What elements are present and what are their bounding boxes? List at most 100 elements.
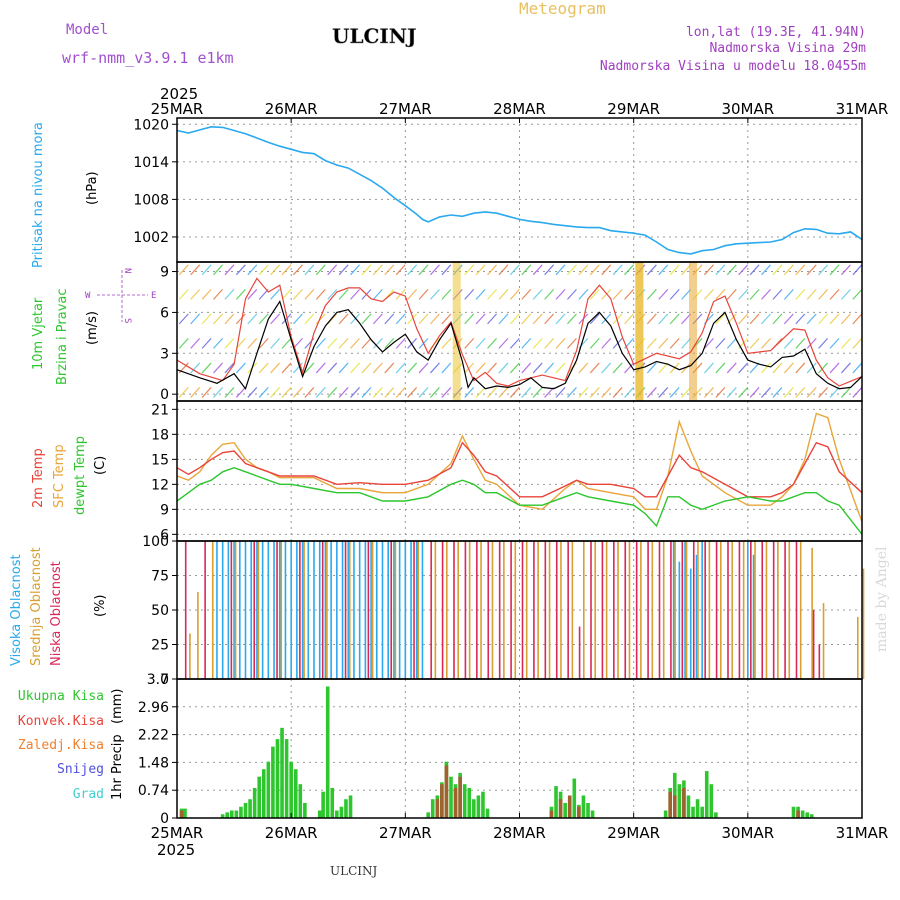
wind-barb (235, 288, 246, 300)
meteogram-title: Meteogram (519, 0, 606, 18)
y-tick-label: 25 (151, 638, 169, 654)
wind-barb (738, 362, 749, 374)
y-tick-label: 100 (142, 534, 169, 550)
pressure-line (176, 125, 863, 255)
date-label-top: 28MAR (493, 100, 546, 118)
wind-barb (201, 313, 212, 325)
wind-barb (658, 313, 669, 325)
precip-bar (476, 795, 481, 818)
wind-barb (761, 362, 771, 374)
wind-barb (783, 338, 794, 349)
wind-barb (430, 313, 440, 325)
wind-barb (567, 313, 577, 325)
wind-barb (532, 264, 543, 276)
wind-barb (601, 313, 612, 325)
precip-bar (558, 799, 563, 818)
wind-barb (715, 288, 726, 300)
altitude-label: Nadmorska Visina 29m (709, 41, 866, 56)
wind-barb (270, 264, 281, 276)
wind-barb (395, 387, 406, 398)
wind-barb (795, 313, 806, 325)
wind-barb (715, 387, 726, 398)
wind-barb (772, 313, 783, 325)
wind-barb (544, 264, 555, 276)
cloud-unit: (%) (93, 595, 108, 618)
panel-frame-3 (176, 400, 863, 542)
model-altitude-label: Nadmorska Visina u modelu 18.0455m (600, 59, 866, 74)
precip-bar (458, 776, 462, 818)
precip-bar (257, 776, 261, 818)
footer-station: ULCINJ (330, 864, 378, 878)
wind-barb (487, 387, 497, 398)
precip-bar (298, 784, 303, 818)
y-tick-label: 1008 (133, 192, 169, 208)
y-tick-label: 0 (160, 811, 169, 827)
precip-bar (467, 787, 472, 818)
wind-barb (327, 264, 338, 276)
wind-barb (806, 387, 817, 398)
y-tick-label: 50 (151, 603, 169, 619)
precip-bar (800, 810, 805, 818)
precip-bar (581, 795, 586, 818)
wind-barb (384, 362, 395, 374)
precip-bar (230, 810, 234, 818)
wind-barb (578, 288, 589, 300)
wind-barb (361, 313, 372, 325)
y-tick-label: 3 (160, 346, 169, 362)
wind-barb (818, 313, 829, 325)
date-label-bottom: 31MAR (836, 824, 889, 842)
wind-barb (601, 387, 612, 398)
precip-bar (704, 771, 709, 818)
wind-barb (338, 338, 349, 349)
wind-barb (567, 288, 577, 300)
wind-barb (704, 387, 714, 398)
precip-bar (563, 802, 567, 818)
wind-barb (475, 338, 486, 349)
wind-barb (178, 313, 189, 325)
wind-barb (509, 288, 520, 300)
wind-barb (612, 264, 623, 276)
wind-barb (738, 313, 749, 325)
date-label-bottom: 25MAR (151, 824, 204, 842)
wind-barb (498, 387, 509, 398)
precip-unit: (mm) (110, 689, 125, 724)
precip-bar (284, 739, 289, 818)
compass-s: S (122, 318, 132, 323)
wind-barb (669, 264, 680, 276)
wind-spike (635, 262, 644, 401)
year-bottom: 2025 (157, 841, 195, 859)
wind-barb (475, 264, 486, 276)
wind-barb (281, 362, 292, 374)
date-label-top: 26MAR (265, 100, 318, 118)
wind-barb (749, 264, 760, 276)
wind-barb (829, 338, 840, 349)
wind-barb (726, 362, 737, 374)
wind-barb (293, 288, 303, 300)
wind-barb (270, 338, 281, 349)
wind-barb (589, 313, 600, 325)
precip-bar (791, 806, 796, 818)
wind-barb (567, 387, 577, 398)
wind-gust-line (176, 277, 863, 387)
wind-barb (361, 338, 372, 349)
cloud-ylabel-high: Visoka Oblacnost (9, 554, 24, 666)
wind-barb (795, 387, 806, 398)
wind-barb (213, 313, 223, 325)
legend-snijeg: Snijeg (57, 762, 104, 777)
wind-barb (258, 387, 269, 398)
precip-bar (225, 812, 230, 818)
wind-barb (841, 338, 851, 349)
wind-barb (509, 338, 520, 349)
wind-barb (441, 387, 452, 398)
pressure-unit: (hPa) (85, 171, 100, 205)
y-tick-label: 1020 (133, 117, 169, 133)
wind-barb (772, 387, 783, 398)
wind-barb (293, 313, 303, 325)
wind-barb (327, 338, 338, 349)
date-label-bottom: 28MAR (493, 824, 546, 842)
wind-barb (761, 264, 771, 276)
wind-barb (395, 338, 406, 349)
wind-barb (772, 264, 783, 276)
wind-barb (624, 313, 634, 325)
wind-barb (578, 387, 589, 398)
